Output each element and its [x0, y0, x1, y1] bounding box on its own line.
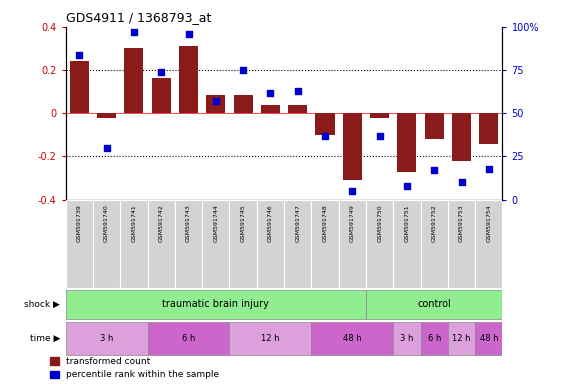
Bar	[421, 323, 448, 355]
Text: 12 h: 12 h	[261, 334, 280, 343]
Bar	[202, 200, 230, 288]
Bar	[311, 200, 339, 288]
Bar	[120, 200, 147, 288]
Bar	[257, 200, 284, 288]
Text: 48 h: 48 h	[343, 334, 361, 343]
Bar	[66, 290, 366, 319]
Bar	[147, 200, 175, 288]
Bar	[179, 46, 198, 113]
Bar	[261, 104, 280, 113]
Text: traumatic brain injury: traumatic brain injury	[162, 299, 270, 309]
Bar	[66, 200, 93, 288]
Text: shock ▶: shock ▶	[24, 300, 60, 309]
Bar	[230, 200, 257, 288]
Bar	[66, 323, 147, 355]
Bar	[366, 200, 393, 288]
Text: GSM591751: GSM591751	[404, 204, 409, 242]
Text: GSM591747: GSM591747	[295, 204, 300, 242]
Text: GSM591753: GSM591753	[459, 204, 464, 242]
Point	[348, 188, 357, 194]
Legend: transformed count, percentile rank within the sample: transformed count, percentile rank withi…	[50, 357, 220, 379]
Bar	[206, 95, 226, 113]
Text: GSM591745: GSM591745	[240, 204, 246, 242]
Bar	[311, 323, 393, 355]
Bar	[234, 95, 253, 113]
Text: time ▶: time ▶	[30, 334, 60, 343]
Text: 6 h: 6 h	[182, 334, 195, 343]
Bar	[343, 113, 362, 180]
Text: GSM591754: GSM591754	[486, 204, 491, 242]
Point	[484, 166, 493, 172]
Text: GSM591749: GSM591749	[350, 204, 355, 242]
Text: 3 h: 3 h	[400, 334, 413, 343]
Point	[211, 98, 220, 104]
Text: GDS4911 / 1368793_at: GDS4911 / 1368793_at	[66, 11, 211, 24]
Point	[102, 145, 111, 151]
Bar	[370, 113, 389, 118]
Bar	[393, 323, 421, 355]
Bar	[230, 323, 311, 355]
Bar	[175, 200, 202, 288]
Point	[429, 167, 439, 174]
Point	[266, 89, 275, 96]
Point	[375, 133, 384, 139]
Point	[320, 133, 329, 139]
Bar	[425, 113, 444, 139]
Bar	[93, 200, 120, 288]
Bar	[315, 113, 335, 135]
Bar	[479, 113, 498, 144]
Text: GSM591746: GSM591746	[268, 204, 273, 242]
Point	[184, 31, 193, 37]
Text: 12 h: 12 h	[452, 334, 471, 343]
Text: 48 h: 48 h	[480, 334, 498, 343]
Text: GSM591743: GSM591743	[186, 204, 191, 242]
Text: GSM591740: GSM591740	[104, 204, 109, 242]
Text: GSM591741: GSM591741	[131, 204, 136, 242]
Bar	[366, 290, 502, 319]
Point	[156, 69, 166, 75]
Bar	[452, 113, 471, 161]
Text: GSM591739: GSM591739	[77, 204, 82, 242]
Text: GSM591744: GSM591744	[214, 204, 218, 242]
Text: control: control	[417, 299, 451, 309]
Point	[130, 29, 139, 35]
Text: GSM591752: GSM591752	[432, 204, 437, 242]
Bar	[448, 200, 475, 288]
Text: 3 h: 3 h	[100, 334, 113, 343]
Bar	[147, 323, 230, 355]
Bar	[397, 113, 416, 172]
Point	[239, 67, 248, 73]
Bar	[124, 48, 143, 113]
Bar	[284, 200, 311, 288]
Text: GSM591750: GSM591750	[377, 204, 382, 242]
Bar	[288, 104, 307, 113]
Point	[293, 88, 302, 94]
Bar	[97, 113, 116, 118]
Bar	[70, 61, 89, 113]
Text: GSM591742: GSM591742	[159, 204, 164, 242]
Point	[75, 51, 84, 58]
Bar	[475, 323, 502, 355]
Text: 6 h: 6 h	[428, 334, 441, 343]
Text: GSM591748: GSM591748	[323, 204, 328, 242]
Bar	[339, 200, 366, 288]
Point	[403, 183, 412, 189]
Bar	[152, 78, 171, 113]
Point	[457, 179, 466, 185]
Bar	[421, 200, 448, 288]
Bar	[448, 323, 475, 355]
Bar	[475, 200, 502, 288]
Bar	[393, 200, 421, 288]
